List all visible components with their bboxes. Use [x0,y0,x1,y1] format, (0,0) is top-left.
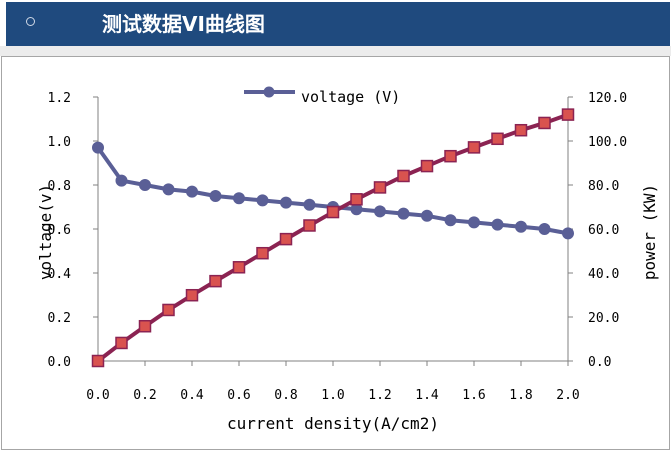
y-left-tick-label: 0.6 [48,223,71,238]
x-tick-label: 0.2 [133,388,156,403]
data-point-circle [538,223,551,235]
page-title: 测试数据VI曲线图 [102,12,265,36]
data-point-square [162,303,175,317]
data-point-square [491,132,504,146]
data-point-circle [256,194,269,207]
y-right-tick-label: 20.0 [588,311,619,326]
y-right-tick-label: 80.0 [588,179,619,194]
data-point-circle [209,190,222,202]
data-point-circle [421,209,433,222]
x-tick-label: 1.8 [509,388,532,403]
data-point-circle [374,205,386,218]
data-point-circle [162,183,175,196]
data-point-square [373,181,387,194]
y-left-tick-label: 1.2 [48,91,71,106]
data-point-square [209,274,222,288]
data-point-square [420,159,434,173]
y-right-tick-label: 60.0 [588,223,619,238]
legend-marker [263,86,275,98]
data-point-square [138,319,152,333]
legend-label: voltage (V) [301,88,400,106]
data-point-square [232,261,246,274]
y-left-tick-label: 0.4 [48,267,72,282]
data-point-circle [92,141,104,154]
x-tick-label: 1.2 [368,388,391,403]
x-tick-label: 0.4 [180,388,204,403]
data-point-circle [444,214,457,227]
y-right-tick-label: 0.0 [588,355,611,370]
data-point-circle [233,192,245,205]
data-point-square [538,116,551,130]
data-point-square [350,193,363,206]
data-point-square [256,246,269,260]
x-tick-label: 0.0 [86,388,109,403]
chart-area [1,56,670,450]
x-tick-label: 0.6 [227,388,250,403]
y-left-tick-label: 0.8 [48,179,71,194]
data-point-circle [186,185,198,198]
x-tick-label: 0.8 [274,388,297,403]
data-point-square [115,336,128,350]
separator-strip [0,46,671,56]
x-tick-label: 1.0 [321,388,344,403]
data-point-square [467,141,481,154]
data-point-circle [115,174,128,187]
data-point-square [326,205,340,219]
series-line-1 [96,112,569,363]
x-axis-label: current density(A/cm2) [227,414,439,433]
data-point-square [279,232,293,246]
y-right-tick-label: 40.0 [588,267,619,282]
title-bar: 测试数据VI曲线图 [6,2,670,46]
y-right-axis-label: power (KW) [640,184,659,280]
data-point-circle [303,198,316,211]
data-point-square [561,108,575,121]
data-point-circle [139,179,151,191]
y-right-tick-label: 120.0 [588,91,627,106]
data-point-square [303,219,316,232]
data-point-circle [397,207,410,220]
data-point-square [185,288,199,302]
x-tick-label: 2.0 [556,388,579,403]
y-left-tick-label: 1.0 [48,135,71,150]
data-point-square [444,149,457,163]
data-point-circle [468,216,480,229]
data-point-square [514,123,528,137]
x-tick-label: 1.4 [415,388,439,403]
y-right-tick-label: 100.0 [588,135,627,150]
circle-bullet-icon [26,17,35,26]
data-point-square [397,169,410,183]
data-point-circle [515,220,527,233]
x-tick-label: 1.6 [462,388,485,403]
y-left-tick-label: 0.0 [48,355,71,370]
data-point-circle [562,227,574,240]
data-point-circle [491,218,504,231]
data-point-square [91,354,105,368]
data-point-circle [280,196,292,209]
y-left-axis-label: voltage(v) [36,184,55,280]
y-left-tick-label: 0.2 [48,311,71,326]
